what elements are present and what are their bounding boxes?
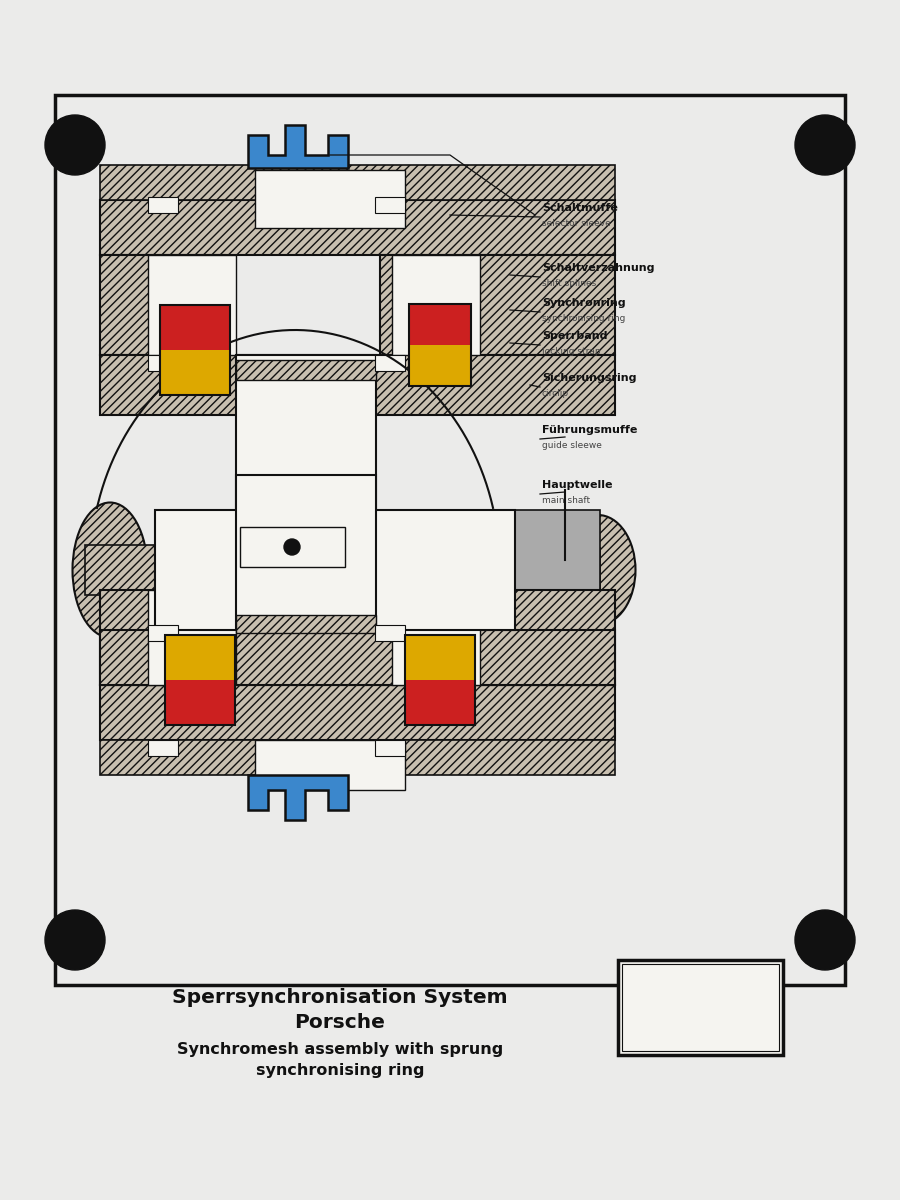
Polygon shape — [248, 125, 348, 168]
Text: Hauptwelle: Hauptwelle — [542, 480, 613, 490]
Bar — [255, 740, 405, 790]
Bar — [100, 630, 615, 685]
Circle shape — [284, 539, 300, 554]
Text: shift splines: shift splines — [542, 278, 596, 288]
Bar — [409, 346, 471, 386]
Circle shape — [45, 115, 105, 175]
Bar — [618, 960, 783, 1055]
Text: synchronising ring: synchronising ring — [256, 1063, 424, 1078]
Ellipse shape — [561, 515, 635, 625]
Bar — [375, 740, 405, 756]
Text: Sperrsynchronisation System: Sperrsynchronisation System — [172, 988, 508, 1007]
Bar — [405, 635, 475, 680]
Text: SYNCHRONMODELL: SYNCHRONMODELL — [662, 1022, 737, 1032]
Bar — [392, 590, 480, 685]
Text: locking strap: locking strap — [542, 347, 600, 356]
Bar — [375, 355, 405, 371]
Text: HΚCO: HΚCO — [662, 988, 738, 1012]
Bar — [100, 200, 615, 254]
Bar — [236, 475, 376, 630]
Bar — [165, 635, 235, 680]
Bar — [165, 635, 235, 725]
Text: selector sleeve: selector sleeve — [542, 218, 611, 228]
Bar — [240, 527, 345, 566]
Text: Porsche: Porsche — [294, 1013, 385, 1032]
Bar — [380, 254, 615, 355]
Bar — [236, 614, 376, 634]
Bar — [515, 548, 600, 600]
Bar — [155, 510, 515, 630]
Bar — [148, 197, 178, 214]
Text: synchronising ring: synchronising ring — [542, 314, 625, 323]
Bar — [255, 170, 405, 228]
Bar — [85, 545, 155, 595]
Circle shape — [795, 115, 855, 175]
Text: Synchromesh assembly with sprung: Synchromesh assembly with sprung — [177, 1042, 503, 1057]
Polygon shape — [248, 775, 348, 820]
Text: main shaft: main shaft — [542, 496, 590, 505]
Ellipse shape — [73, 503, 148, 637]
Bar — [100, 254, 225, 355]
Text: Schaltverzahnung: Schaltverzahnung — [542, 263, 654, 272]
Text: Schaltmuffe: Schaltmuffe — [542, 203, 618, 214]
Text: circlip: circlip — [542, 389, 569, 398]
Bar — [160, 305, 230, 395]
Bar — [405, 680, 475, 725]
Bar — [100, 685, 615, 740]
Bar — [409, 304, 471, 386]
Text: Sicherungsring: Sicherungsring — [542, 373, 636, 383]
Bar — [100, 590, 225, 685]
Bar — [148, 625, 178, 641]
Bar — [160, 305, 230, 350]
Bar — [148, 254, 236, 355]
Bar — [380, 590, 615, 685]
Bar — [148, 740, 178, 756]
Bar — [55, 95, 845, 985]
Bar — [622, 964, 779, 1051]
Circle shape — [45, 910, 105, 970]
Text: Synchronring: Synchronring — [542, 298, 625, 308]
Text: Sperrband: Sperrband — [542, 331, 608, 341]
Bar — [409, 304, 471, 346]
Bar — [405, 635, 475, 725]
Bar — [148, 590, 236, 685]
Bar — [100, 355, 615, 415]
Bar — [160, 350, 230, 395]
Bar — [148, 355, 178, 371]
Bar — [392, 254, 480, 355]
Text: Führungsmuffe: Führungsmuffe — [542, 425, 637, 434]
Circle shape — [795, 910, 855, 970]
Bar — [236, 360, 376, 380]
Bar — [515, 510, 600, 630]
Text: guide sleewe: guide sleewe — [542, 440, 602, 450]
Bar — [100, 740, 615, 775]
Bar — [375, 625, 405, 641]
Bar — [236, 355, 376, 510]
Bar — [375, 197, 405, 214]
Bar — [100, 164, 615, 200]
Bar — [165, 680, 235, 725]
